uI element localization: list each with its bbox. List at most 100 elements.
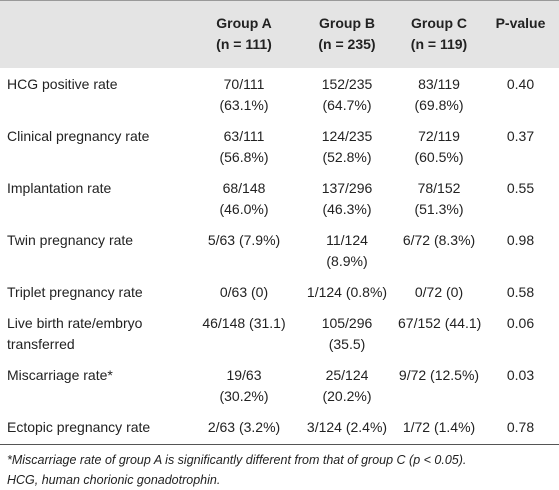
header-cell: Group A (n = 111) bbox=[190, 1, 298, 69]
footnotes: *Miscarriage rate of group A is signific… bbox=[0, 445, 559, 490]
cell-line: 0.78 bbox=[506, 419, 535, 435]
cell-line: 124/235 bbox=[321, 128, 373, 144]
row-label: HCG positive rate bbox=[0, 68, 190, 120]
table-body: HCG positive rate 70/111 (63.1%) 152/235 (64… bbox=[0, 68, 559, 445]
header-cell bbox=[0, 1, 190, 69]
table-cell: 0/63 (0) bbox=[190, 276, 298, 307]
table-cell: 1/72 (1.4%) bbox=[396, 411, 482, 445]
table-cell: 9/72 (12.5%) bbox=[396, 359, 482, 411]
table-cell: 105/296 (35.5) bbox=[298, 307, 396, 359]
cell-line: 25/124 bbox=[325, 367, 369, 383]
footnote: *Miscarriage rate of group A is signific… bbox=[7, 453, 467, 467]
cell-line: 152/235 bbox=[321, 76, 373, 92]
cell-line: (n = 111) bbox=[216, 36, 272, 52]
header-row: Group A (n = 111) Group B (n = 235) Group C (… bbox=[0, 0, 559, 69]
row-label: Triplet pregnancy rate bbox=[0, 276, 190, 307]
table-cell: 0.98 bbox=[482, 224, 559, 276]
cell-line: (46.3%) bbox=[322, 201, 372, 217]
table-cell: 25/124 (20.2%) bbox=[298, 359, 396, 411]
cell-line: 1/124 (0.8%) bbox=[306, 284, 388, 300]
cell-line: (51.3%) bbox=[414, 201, 464, 217]
header-cell: P-value bbox=[482, 1, 559, 69]
header-cell: Group C (n = 119) bbox=[396, 1, 482, 69]
cell-line: 0.58 bbox=[506, 284, 535, 300]
table-cell: 63/111 (56.8%) bbox=[190, 120, 298, 172]
cell-line: (63.1%) bbox=[219, 97, 269, 113]
table-cell: 2/63 (3.2%) bbox=[190, 411, 298, 445]
cell-line: Group B bbox=[319, 15, 375, 31]
cell-line: Triplet pregnancy rate bbox=[7, 284, 143, 300]
cell-line: (60.5%) bbox=[414, 149, 464, 165]
cell-line: (n = 119) bbox=[410, 36, 468, 52]
cell-line: 78/152 bbox=[417, 180, 461, 196]
cell-line: Twin pregnancy rate bbox=[7, 232, 134, 248]
table-cell: 0.03 bbox=[482, 359, 559, 411]
cell-line: 72/119 bbox=[418, 128, 460, 144]
table-cell: 72/119 (60.5%) bbox=[396, 120, 482, 172]
table-cell: 6/72 (8.3%) bbox=[396, 224, 482, 276]
cell-line: 11/124 bbox=[326, 232, 368, 248]
cell-line: HCG positive rate bbox=[7, 76, 118, 92]
cell-line: (56.8%) bbox=[219, 149, 269, 165]
cell-line: 3/124 (2.4%) bbox=[306, 419, 388, 435]
table-row: Ectopic pregnancy rate 2/63 (3.2%) 3/124 (… bbox=[0, 411, 559, 445]
row-label: Twin pregnancy rate bbox=[0, 224, 190, 276]
cell-line: (30.2%) bbox=[219, 388, 269, 404]
cell-line: 46/148 (31.1) bbox=[202, 315, 286, 331]
cell-line: 0.03 bbox=[506, 367, 535, 383]
cell-line: 83/119 bbox=[418, 76, 460, 92]
cell-line: Ectopic pregnancy rate bbox=[7, 419, 151, 435]
cell-line: Clinical pregnancy rate bbox=[7, 128, 150, 144]
footnote: HCG, human chorionic gonadotrophin. bbox=[7, 473, 221, 487]
cell-line: (69.8%) bbox=[414, 97, 464, 113]
cell-line: 2/63 (3.2%) bbox=[207, 419, 281, 435]
table-cell: 1/124 (0.8%) bbox=[298, 276, 396, 307]
cell-line: (35.5) bbox=[328, 336, 366, 352]
cell-line: P-value bbox=[495, 15, 546, 31]
table-row: Implantation rate 68/148 (46.0%) 137/296 (46… bbox=[0, 172, 559, 224]
cell-line: 9/72 (12.5%) bbox=[398, 367, 480, 383]
table-cell: 0.06 bbox=[482, 307, 559, 359]
cell-line: Group A bbox=[216, 15, 272, 31]
table-cell: 11/124 (8.9%) bbox=[298, 224, 396, 276]
table-cell: 67/152 (44.1) bbox=[396, 307, 482, 359]
cell-line: 0/72 (0) bbox=[414, 284, 464, 300]
cell-line: 0.98 bbox=[506, 232, 535, 248]
cell-line: 0/63 (0) bbox=[219, 284, 269, 300]
table-cell: 152/235 (64.7%) bbox=[298, 68, 396, 120]
table-cell: 70/111 (63.1%) bbox=[190, 68, 298, 120]
table-row: Twin pregnancy rate 5/63 (7.9%) 11/124 (8.9… bbox=[0, 224, 559, 276]
cell-line: Live birth rate/embryo bbox=[7, 315, 143, 331]
table-cell: 5/63 (7.9%) bbox=[190, 224, 298, 276]
cell-line: 0.37 bbox=[506, 128, 535, 144]
table-cell: 68/148 (46.0%) bbox=[190, 172, 298, 224]
header-cell: Group B (n = 235) bbox=[298, 1, 396, 69]
cell-line: 63/111 bbox=[223, 128, 265, 144]
table-cell: 46/148 (31.1) bbox=[190, 307, 298, 359]
cell-line: 5/63 (7.9%) bbox=[207, 232, 281, 248]
data-table: Group A (n = 111) Group B (n = 235) Group C (… bbox=[0, 0, 559, 445]
cell-line: 0.40 bbox=[506, 76, 535, 92]
table-cell: 0.37 bbox=[482, 120, 559, 172]
table-cell: 0.55 bbox=[482, 172, 559, 224]
table-cell: 19/63 (30.2%) bbox=[190, 359, 298, 411]
table-row: Triplet pregnancy rate 0/63 (0) 1/124 (0.8… bbox=[0, 276, 559, 307]
cell-line: 68/148 bbox=[222, 180, 266, 196]
cell-line: (20.2%) bbox=[322, 388, 372, 404]
cell-line: Miscarriage rate* bbox=[7, 367, 113, 383]
cell-line: 19/63 bbox=[226, 367, 262, 383]
cell-line: 0.55 bbox=[506, 180, 535, 196]
table-cell: 3/124 (2.4%) bbox=[298, 411, 396, 445]
table-row: Live birth rate/embryo transferred 46/148 … bbox=[0, 307, 559, 359]
row-label: Implantation rate bbox=[0, 172, 190, 224]
cell-line: transferred bbox=[7, 336, 75, 352]
cell-line: 105/296 bbox=[321, 315, 373, 331]
cell-line: 0.06 bbox=[506, 315, 535, 331]
cell-line: (n = 235) bbox=[318, 36, 376, 52]
cell-line: Group C bbox=[411, 15, 467, 31]
row-label: Clinical pregnancy rate bbox=[0, 120, 190, 172]
table-cell: 83/119 (69.8%) bbox=[396, 68, 482, 120]
table-cell: 124/235 (52.8%) bbox=[298, 120, 396, 172]
table-cell: 137/296 (46.3%) bbox=[298, 172, 396, 224]
